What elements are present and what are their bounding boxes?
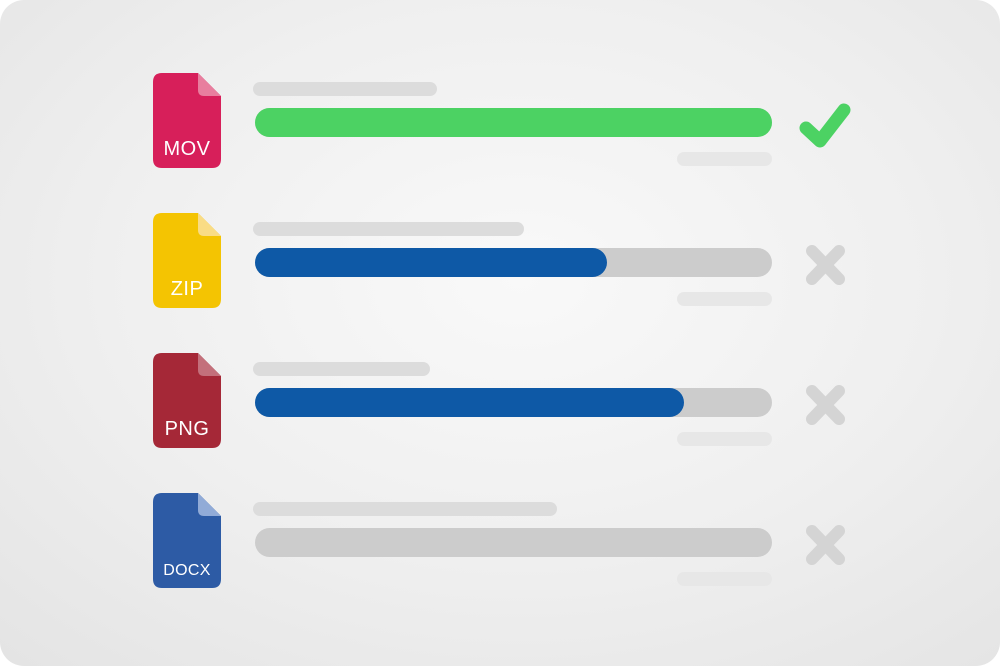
checkmark-icon xyxy=(799,103,851,148)
file-upload-row-zip: ZIP xyxy=(0,213,1000,308)
file-extension-label: DOCX xyxy=(163,562,211,579)
progress-bar-fill xyxy=(255,108,772,137)
file-icon-png: PNG xyxy=(153,353,221,448)
progress-bar-fill xyxy=(255,248,607,277)
file-extension-label: ZIP xyxy=(170,278,204,300)
file-upload-row-mov: MOV xyxy=(0,73,1000,168)
file-icon-zip: ZIP xyxy=(153,213,221,308)
progress-bar-track xyxy=(255,248,772,277)
file-icon-docx: DOCX xyxy=(153,493,221,588)
file-meta-placeholder xyxy=(677,152,772,166)
cancel-upload-button[interactable] xyxy=(799,381,851,429)
progress-bar-fill xyxy=(255,388,684,417)
file-upload-row-docx: DOCX xyxy=(0,493,1000,588)
file-icon-mov: MOV xyxy=(153,73,221,168)
upload-rows: MOV ZIP PNG xyxy=(0,73,1000,633)
file-sheet-icon xyxy=(153,493,221,588)
file-meta-placeholder xyxy=(677,572,772,586)
progress-bar-track xyxy=(255,388,772,417)
file-name-placeholder xyxy=(253,362,430,376)
file-extension-label: MOV xyxy=(163,138,211,160)
cancel-x-icon[interactable] xyxy=(802,242,849,288)
file-sheet-icon xyxy=(153,353,221,448)
cancel-x-icon[interactable] xyxy=(802,522,849,568)
progress-bar-track xyxy=(255,528,772,557)
file-sheet-icon xyxy=(153,213,221,308)
cancel-x-icon[interactable] xyxy=(802,382,849,428)
file-meta-placeholder xyxy=(677,292,772,306)
file-upload-row-png: PNG xyxy=(0,353,1000,448)
upload-success-status xyxy=(799,101,851,149)
file-name-placeholder xyxy=(253,82,437,96)
progress-bar-track xyxy=(255,108,772,137)
cancel-upload-button[interactable] xyxy=(799,241,851,289)
file-name-placeholder xyxy=(253,502,557,516)
cancel-upload-button[interactable] xyxy=(799,521,851,569)
file-sheet-icon xyxy=(153,73,221,168)
file-name-placeholder xyxy=(253,222,524,236)
file-extension-label: PNG xyxy=(164,418,210,440)
file-meta-placeholder xyxy=(677,432,772,446)
